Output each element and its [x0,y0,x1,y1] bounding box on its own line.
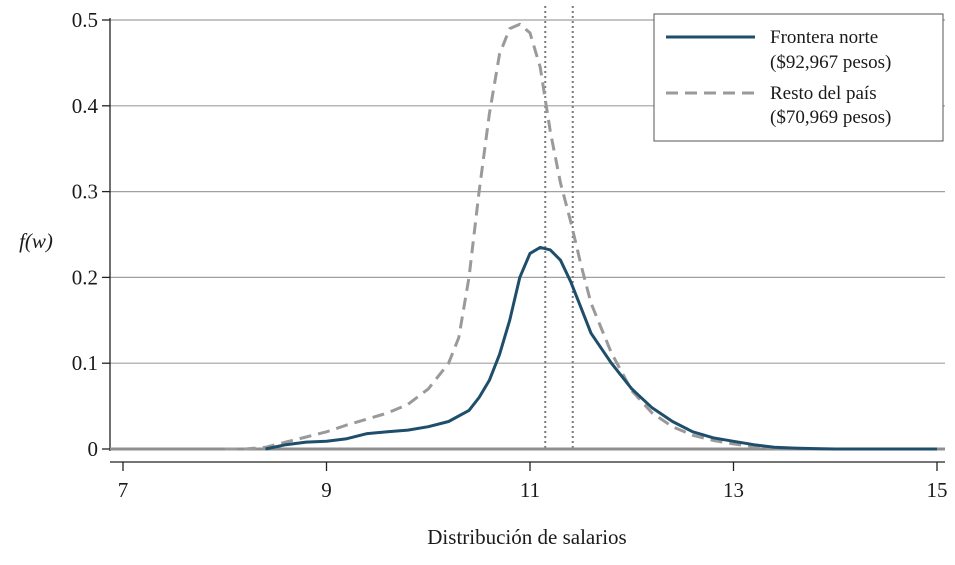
x-tick-label: 9 [321,478,332,502]
x-tick-label: 13 [723,478,744,502]
legend-sublabel-resto-del-pais: ($70,969 pesos) [770,107,891,128]
series-layer [224,22,937,451]
vertical-reference-lines [544,6,574,451]
legend: Frontera norte ($92,967 pesos) Resto del p… [653,13,944,142]
x-tick-label: 7 [118,478,129,502]
x-tick-label: 11 [520,478,540,502]
legend-label-resto-del-pais: Resto del país [770,83,877,104]
y-tick-label: 0.5 [72,8,98,32]
y-axis-title: f(w) [19,229,53,253]
y-tick-label: 0.4 [72,94,99,118]
x-axis-title: Distribución de salarios [427,525,626,549]
x-tick-label: 15 [927,478,948,502]
y-tick-label: 0 [88,437,99,461]
series-line-resto-del-pais [224,22,937,451]
legend-sublabel-frontera-norte: ($92,967 pesos) [770,52,891,73]
legend-label-frontera-norte: Frontera norte [770,27,878,48]
y-tick-label: 0.2 [72,265,98,289]
y-tick-label: 0.3 [72,180,98,204]
series-line-frontera-norte [265,245,937,451]
legend-box [653,13,944,142]
y-tick-label: 0.1 [72,351,98,375]
